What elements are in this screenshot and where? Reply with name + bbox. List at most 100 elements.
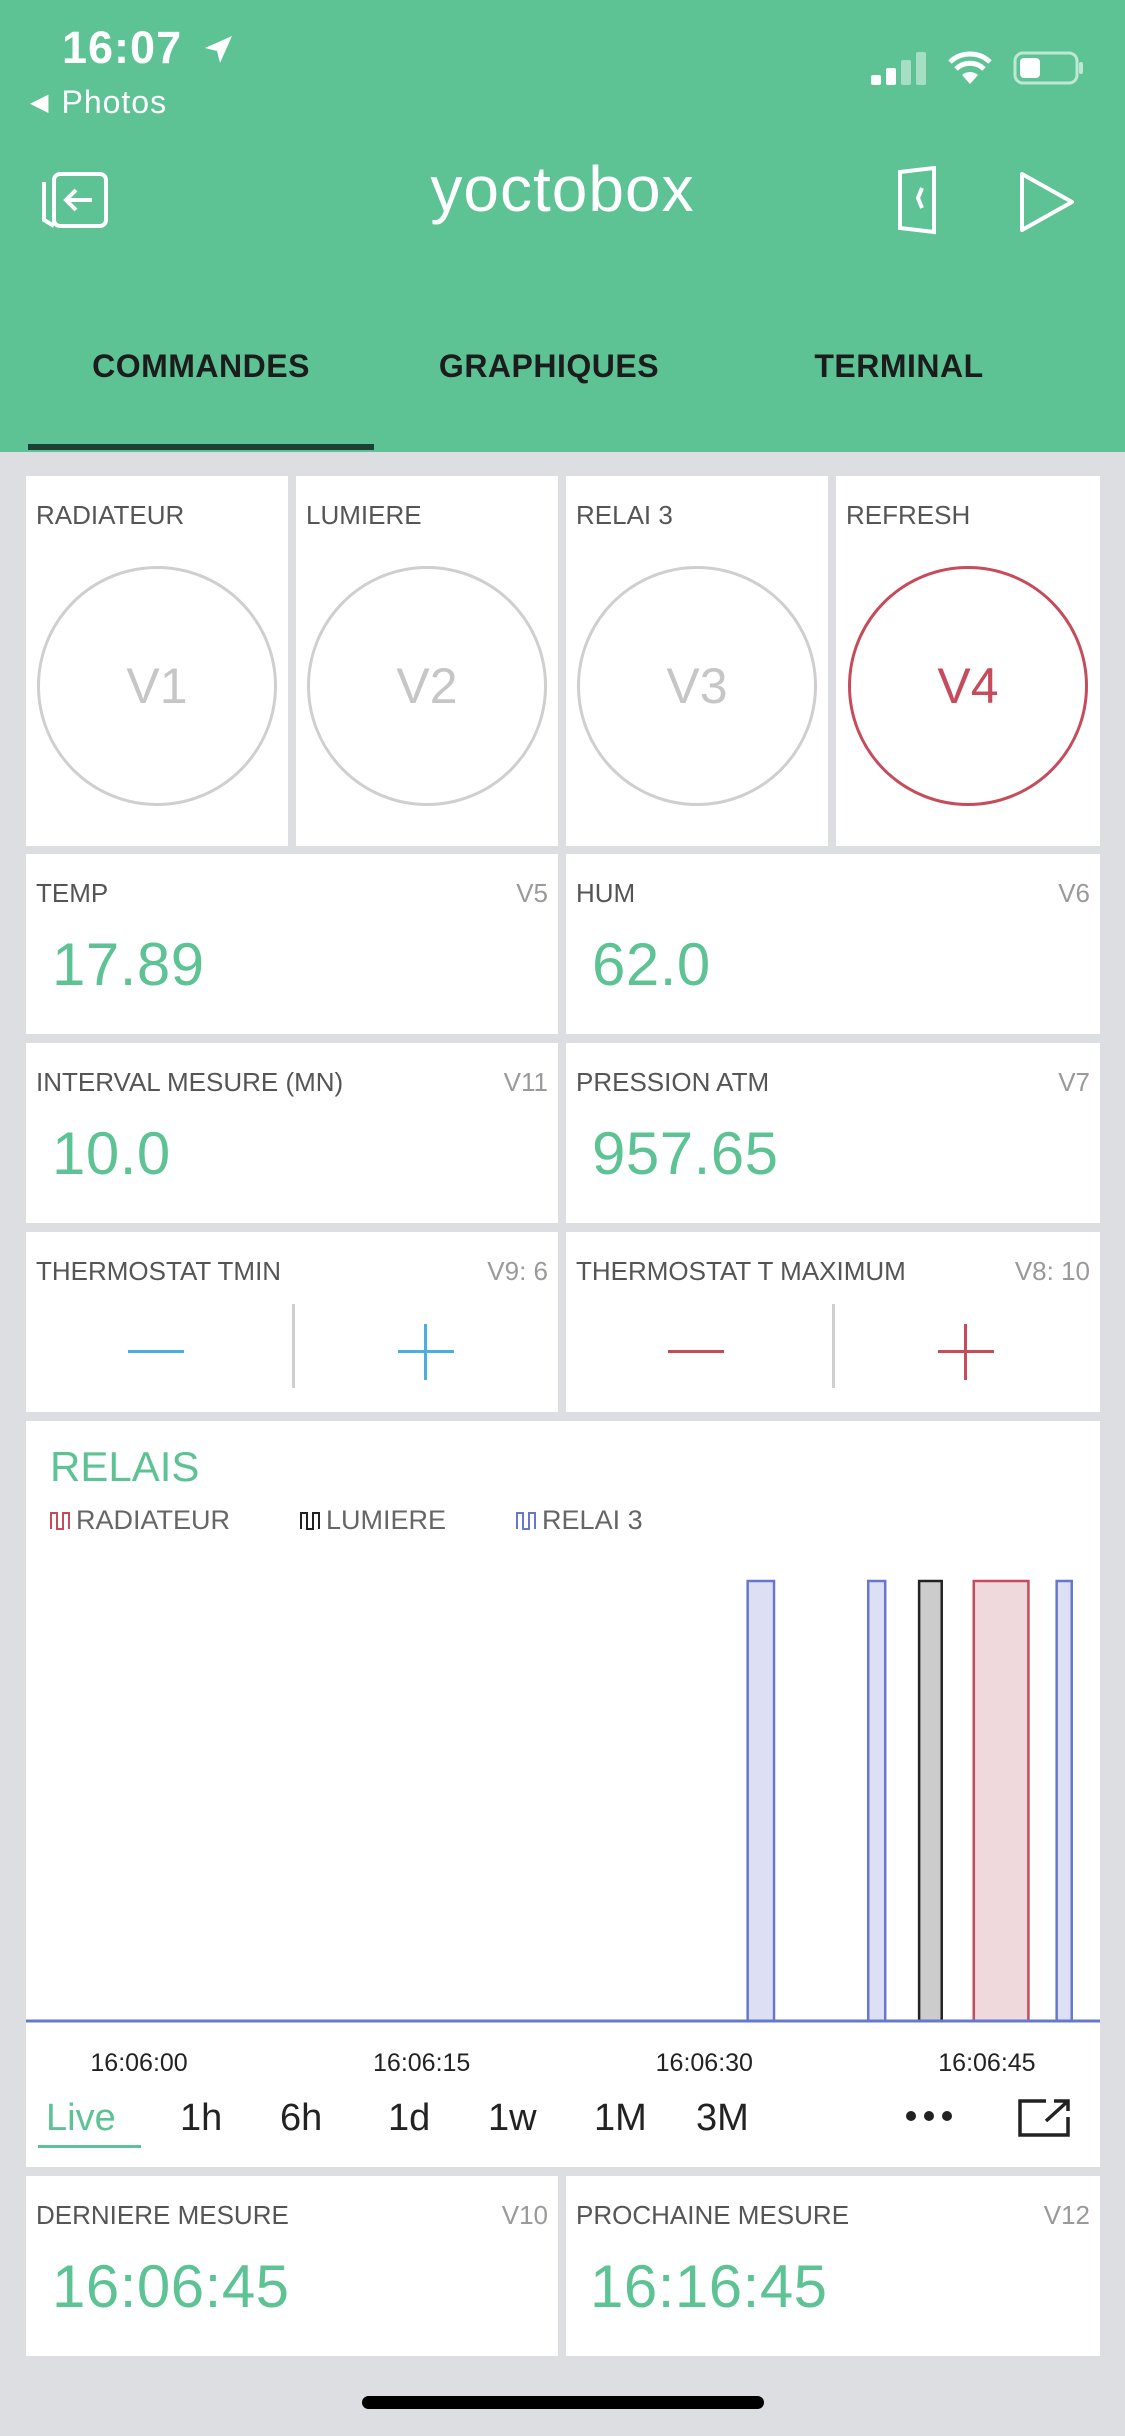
widget-label: LUMIERE: [306, 500, 422, 530]
widget-label: PRESSION ATM: [576, 1067, 770, 1097]
widget-pin: V11: [503, 1067, 548, 1097]
button-widget-relai3: RELAI 3 V3: [566, 476, 828, 846]
display-widget-hum: HUM V6 62.0: [566, 854, 1100, 1034]
relay-on-bar-relai3-0: [746, 1579, 776, 2023]
widget-label: THERMOSTAT T MAXIMUM: [576, 1256, 906, 1286]
widget-label: RELAI 3: [576, 500, 673, 530]
widget-pin: V7: [1058, 1067, 1090, 1097]
refresh-button[interactable]: V4: [848, 566, 1088, 806]
legend-item-lumiere: LUMIERE: [300, 1503, 446, 1537]
legend-item-relai3: RELAI 3: [516, 1503, 643, 1537]
plus-icon: [398, 1324, 454, 1380]
display-widget-temp: TEMP V5 17.89: [26, 854, 558, 1034]
minus-icon: [668, 1350, 724, 1353]
button-widget-refresh: REFRESH V4: [836, 476, 1100, 846]
widget-pin: V6: [1058, 878, 1090, 908]
widget-label: REFRESH: [846, 500, 971, 530]
button-widget-radiateur: RADIATEUR V1: [26, 476, 288, 846]
legend-label-radiateur: RADIATEUR: [76, 1504, 231, 1535]
stepper-widget-tmin: THERMOSTAT TMIN V9: 6: [26, 1232, 558, 1412]
wifi-icon: [948, 51, 992, 84]
legend-swatch-lumiere: [300, 1512, 321, 1530]
range-button-3m[interactable]: 3M: [696, 2097, 749, 2139]
derniere-mesure-value: 16:06:45: [52, 2253, 290, 2320]
stepper-divider: [832, 1304, 835, 1388]
widget-pin: V10: [501, 2200, 548, 2230]
status-time: 16:07: [62, 22, 234, 77]
relai3-button[interactable]: V3: [577, 566, 817, 806]
widget-pin: V8: 10: [1014, 1256, 1090, 1286]
chart-plot-area[interactable]: [26, 1551, 1100, 2031]
location-arrow-icon: [202, 25, 234, 77]
tab-bar: COMMANDES GRAPHIQUES TERMINAL: [0, 330, 1125, 452]
status-time-text: 16:07: [62, 22, 183, 73]
display-widget-interval: INTERVAL MESURE (MN) V11 10.0: [26, 1043, 558, 1223]
display-widget-prochaine: PROCHAINE MESURE V12 16:16:45: [566, 2176, 1100, 2356]
signal-icon: [871, 52, 926, 85]
exit-app-icon[interactable]: [40, 168, 112, 237]
x-tick-label: 16:06:30: [655, 2049, 753, 2077]
app-title: yoctobox: [430, 153, 695, 225]
tmax-increment-button[interactable]: [866, 1302, 1066, 1402]
widget-label: HUM: [576, 878, 636, 908]
back-photos-label: Photos: [61, 84, 168, 120]
widget-label: PROCHAINE MESURE: [576, 2200, 850, 2230]
tab-commandes[interactable]: COMMANDES: [92, 348, 310, 384]
widget-label: DERNIERE MESURE: [36, 2200, 289, 2230]
active-tab-indicator: [28, 444, 374, 450]
tmax-decrement-button[interactable]: [596, 1302, 796, 1402]
minus-icon: [128, 1350, 184, 1353]
legend-swatch-relai3: [516, 1512, 537, 1530]
x-tick-label: 16:06:15: [373, 2049, 471, 2077]
play-icon[interactable]: [1018, 170, 1076, 239]
chart-legend: RADIATEUR LUMIERE RELAI 3: [50, 1503, 713, 1537]
range-button-1h[interactable]: 1h: [180, 2097, 223, 2139]
range-button-1d[interactable]: 1d: [388, 2097, 431, 2139]
legend-label-relai3: RELAI 3: [542, 1504, 643, 1535]
relay-on-bar-radiateur-0: [972, 1579, 1030, 2023]
legend-item-radiateur: RADIATEUR: [50, 1503, 230, 1537]
chart-widget-relais: RELAIS RADIATEUR LUMIERE RELAI 3 16:06:0…: [26, 1421, 1100, 2167]
home-indicator[interactable]: [362, 2396, 764, 2409]
temp-value: 17.89: [52, 931, 205, 998]
display-widget-derniere: DERNIERE MESURE V10 16:06:45: [26, 2176, 558, 2356]
back-to-photos[interactable]: ◀ Photos: [30, 84, 167, 121]
tmin-decrement-button[interactable]: [56, 1302, 256, 1402]
tmin-increment-button[interactable]: [326, 1302, 526, 1402]
plus-icon: [938, 1324, 994, 1380]
button-widget-lumiere: LUMIERE V2: [296, 476, 558, 846]
tab-graphiques[interactable]: GRAPHIQUES: [438, 348, 660, 384]
selected-range-underline: [38, 2145, 141, 2148]
x-tick-label: 16:06:45: [938, 2049, 1036, 2077]
legend-label-lumiere: LUMIERE: [326, 1504, 447, 1535]
relay-on-bar-lumiere-0: [917, 1579, 943, 2023]
prochaine-mesure-value: 16:16:45: [590, 2253, 828, 2320]
back-triangle-icon: ◀: [30, 89, 50, 116]
lumiere-button[interactable]: V2: [307, 566, 547, 806]
display-widget-pression: PRESSION ATM V7 957.65: [566, 1043, 1100, 1223]
hum-value: 62.0: [592, 931, 711, 998]
widget-label: RADIATEUR: [36, 500, 185, 530]
range-button-1m[interactable]: 1M: [594, 2097, 647, 2139]
range-button-6h[interactable]: 6h: [280, 2097, 323, 2139]
stepper-widget-tmax: THERMOSTAT T MAXIMUM V8: 10: [566, 1232, 1100, 1412]
tab-terminal[interactable]: TERMINAL: [814, 348, 984, 384]
widget-label: THERMOSTAT TMIN: [36, 1256, 282, 1286]
fullscreen-icon[interactable]: [1016, 2097, 1072, 2144]
widget-label: INTERVAL MESURE (MN): [36, 1067, 344, 1097]
status-indicators: [871, 48, 1085, 88]
x-tick-label: 16:06:00: [90, 2049, 188, 2077]
radiateur-button[interactable]: V1: [37, 566, 277, 806]
widget-pin: V12: [1043, 2200, 1090, 2230]
relay-on-bar-relai3-1: [866, 1579, 887, 2023]
range-button-1w[interactable]: 1w: [488, 2097, 537, 2139]
app-header: 16:07 ◀ Photos: [0, 0, 1125, 452]
more-options-icon[interactable]: [904, 2101, 954, 2136]
battery-icon: [1013, 51, 1083, 85]
device-door-icon[interactable]: [896, 165, 938, 241]
range-button-live[interactable]: Live: [46, 2097, 116, 2139]
relay-on-bar-relai3-2: [1055, 1579, 1073, 2023]
pression-value: 957.65: [592, 1120, 779, 1187]
widget-pin: V9: 6: [487, 1256, 548, 1286]
